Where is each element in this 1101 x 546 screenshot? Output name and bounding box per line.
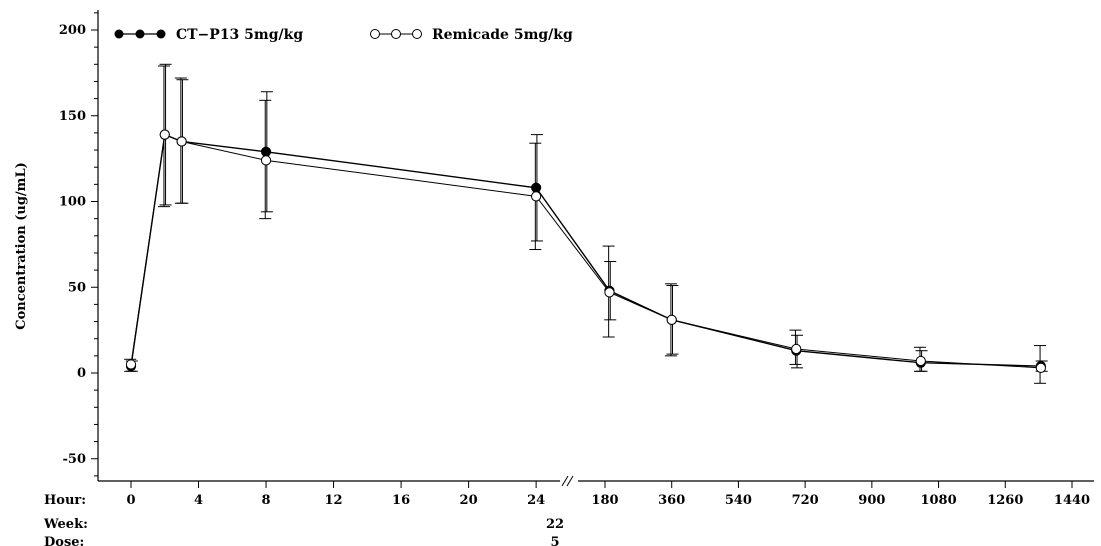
plot-area [97, 10, 1094, 487]
axis-break-marker [561, 475, 574, 487]
data-point [159, 129, 170, 140]
x-tick-label: 24 [527, 493, 545, 508]
week-row-label: Week: [43, 517, 88, 532]
x-tick-label: 8 [262, 493, 271, 508]
x-tick-label: 20 [460, 493, 478, 508]
y-tick-label: 150 [59, 109, 86, 124]
x-tick-label: 360 [658, 493, 685, 508]
x-tick-label: 900 [858, 493, 885, 508]
data-point [176, 136, 187, 147]
x-tick-label: 720 [792, 493, 819, 508]
x-tick-label: 180 [591, 493, 618, 508]
x-tick-label: 1260 [987, 493, 1023, 508]
y-tick-label: -50 [63, 452, 87, 467]
data-point [260, 155, 272, 166]
data-point [260, 146, 272, 157]
data-point [791, 343, 802, 355]
data-point [125, 359, 137, 370]
dose-value: 5 [550, 535, 559, 546]
y-axis-title: Concentration (ug/mL) [14, 162, 29, 329]
x-tick-label: 540 [725, 493, 752, 508]
dose-row-label: Dose: [44, 535, 84, 546]
y-tick-label: 100 [59, 195, 86, 210]
y-tick-label: 0 [77, 366, 86, 381]
hour-row-label: Hour: [44, 493, 86, 508]
series-line [130, 133, 1041, 369]
y-tick-label: 50 [68, 280, 86, 295]
x-tick-label: 4 [194, 493, 203, 508]
x-tick-label: 12 [325, 493, 343, 508]
x-tick-label: 1080 [920, 493, 956, 508]
legend-item-remicade: Remicade 5mg/kg [370, 27, 573, 43]
x-axis-ticks: 0 4 8 12 16 20 24 180 360 540 720 900 1080 1260 1440 [126, 481, 1090, 508]
data-point [531, 191, 542, 202]
data-point [1035, 362, 1046, 373]
data-point [666, 314, 677, 325]
legend-item-ct-p13: CT−P13 5mg/kg [114, 27, 303, 43]
y-axis-ticks: -50 0 50 100 150 200 [59, 12, 98, 477]
week-value: 22 [546, 517, 564, 532]
series-remicade [124, 65, 1047, 384]
x-tick-label: 16 [392, 493, 410, 508]
x-tick-label: 1440 [1054, 493, 1090, 508]
legend-label-ct-p13: CT−P13 5mg/kg [176, 27, 303, 43]
series-ct-p13 [125, 63, 1048, 372]
series-line [130, 133, 1041, 367]
data-point [604, 287, 615, 298]
x-tick-label: 0 [126, 493, 135, 508]
data-point [531, 182, 542, 193]
series-layer [124, 63, 1048, 384]
legend: CT−P13 5mg/kg Remicade 5mg/kg [114, 27, 573, 43]
legend-label-remicade: Remicade 5mg/kg [432, 27, 573, 43]
y-tick-label: 200 [59, 23, 86, 38]
data-point [915, 355, 926, 367]
